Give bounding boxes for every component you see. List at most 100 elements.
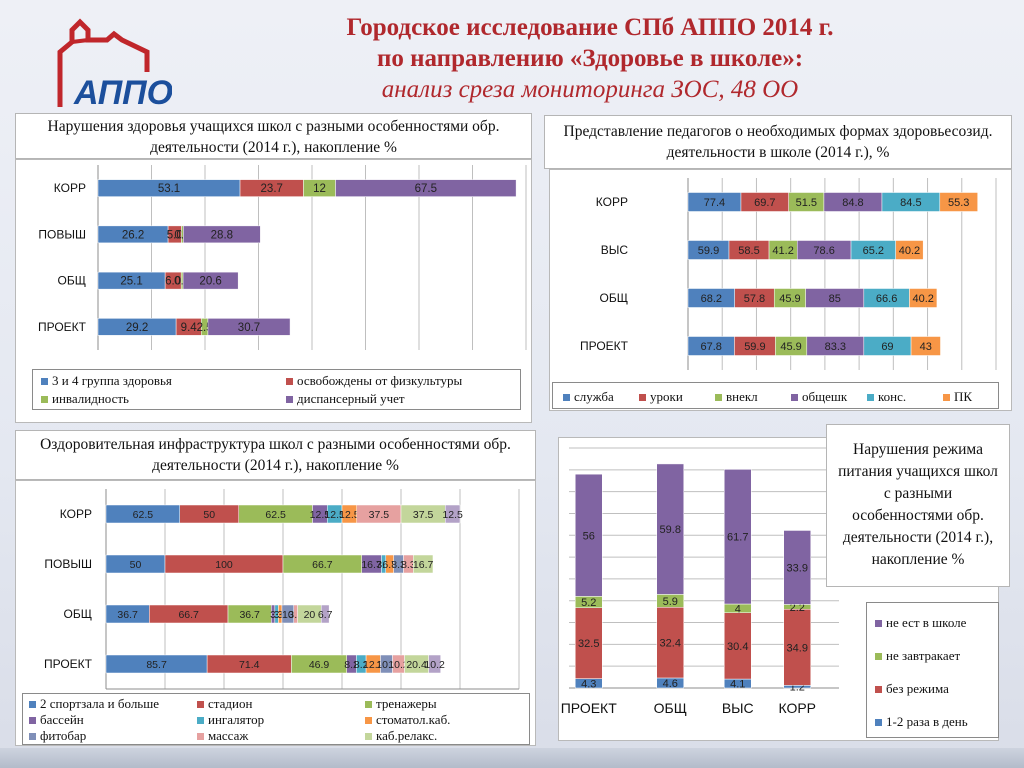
data-label: 12.5 xyxy=(310,509,331,521)
legend-swatch xyxy=(875,685,882,693)
category-label: КОРР xyxy=(54,181,86,195)
legend-item: каб.релакс. xyxy=(365,728,437,744)
legend-item: массаж xyxy=(197,728,248,744)
data-label: 61.7 xyxy=(727,532,748,544)
data-label: 5.9 xyxy=(663,596,678,608)
data-label: 8.2 xyxy=(344,659,359,671)
legend-item: уроки xyxy=(639,389,683,405)
legend-swatch xyxy=(29,716,36,724)
legend-swatch xyxy=(715,393,722,401)
data-label: 100 xyxy=(215,559,233,571)
legend-swatch xyxy=(365,732,372,740)
legend-swatch xyxy=(875,718,882,726)
data-label: 20 xyxy=(304,609,316,621)
legend-item: стадион xyxy=(197,696,252,712)
legend-swatch xyxy=(791,393,798,401)
legend-swatch xyxy=(875,652,882,660)
legend-swatch xyxy=(286,377,293,385)
data-label: 12.5 xyxy=(324,509,345,521)
chart4-legend: не ест в школе не завтракает без режима 1-2… xyxy=(866,602,999,738)
category-label: ПРОЕКТ xyxy=(44,657,93,671)
legend-label: ингалятор xyxy=(208,712,265,727)
data-label: 10.2 xyxy=(424,659,445,671)
category-label: ВЫС xyxy=(722,700,754,716)
legend-label: внекл xyxy=(726,389,758,404)
legend-swatch xyxy=(639,393,646,401)
data-label: 12.2 xyxy=(363,659,384,671)
bar-segment xyxy=(939,192,978,212)
data-label: 69 xyxy=(881,341,893,353)
data-label: 67.5 xyxy=(415,183,437,195)
data-label: 56 xyxy=(583,530,595,542)
bar-segment xyxy=(575,473,603,597)
bar-segment xyxy=(445,504,461,524)
category-label: КОРР xyxy=(596,195,628,209)
legend-item: не ест в школе xyxy=(875,615,966,631)
category-label: ВЫС xyxy=(601,243,629,257)
data-label: 6.7 xyxy=(318,609,333,621)
legend-item: служба xyxy=(563,389,614,405)
category-label: ОБЩ xyxy=(64,607,92,621)
data-label: 33.9 xyxy=(787,562,808,574)
chart2-panel: КОРР 77.4 69.7 51.5 84.8 84.5 55.3 ВЫС 59.9 58.5 4… xyxy=(549,169,1012,411)
legend-item: стоматол.каб. xyxy=(365,712,450,728)
data-label: 4 xyxy=(735,603,741,615)
category-label: ПРОЕКТ xyxy=(561,700,617,716)
legend-label: каб.релакс. xyxy=(376,728,438,743)
data-label: 59.8 xyxy=(660,524,681,536)
data-label: 78.6 xyxy=(813,245,834,257)
data-label: 4.1 xyxy=(730,679,745,691)
legend-swatch xyxy=(867,393,874,401)
logo-text: АППО xyxy=(73,74,172,112)
chart2-legend: служба уроки внекл общешк конс. ПК xyxy=(552,382,999,409)
data-label: 5.2 xyxy=(581,597,596,609)
data-label: 62.5 xyxy=(265,509,286,521)
bar-segment xyxy=(724,612,752,680)
category-label: ОБЩ xyxy=(600,291,628,305)
data-label: 10 xyxy=(282,609,294,621)
data-label: 58.5 xyxy=(738,245,759,257)
data-label: 2.2 xyxy=(790,602,805,614)
bar-segment xyxy=(182,271,239,290)
legend-item: конс. xyxy=(867,389,906,405)
data-label: 59.9 xyxy=(744,341,765,353)
data-label: 5.0 xyxy=(167,229,183,241)
legend-item: ПК xyxy=(943,389,972,405)
data-label: 43 xyxy=(920,341,932,353)
legend-swatch xyxy=(41,395,48,403)
bar-segment xyxy=(724,469,752,605)
legend-swatch xyxy=(197,732,204,740)
legend-label: 3 и 4 группа здоровья xyxy=(52,373,172,388)
data-label: 25.1 xyxy=(120,276,142,288)
legend-swatch xyxy=(41,377,48,385)
data-label: 9.4 xyxy=(181,322,198,334)
data-label: 8.3 xyxy=(401,559,416,571)
subtitle: анализ среза мониторинга ЗОС, 48 ОО xyxy=(381,76,799,103)
data-label: 50 xyxy=(130,559,142,571)
legend-swatch xyxy=(29,700,36,708)
data-label: 66.6 xyxy=(876,293,897,305)
bar-segment xyxy=(910,336,941,356)
data-label: 66.7 xyxy=(178,609,199,621)
data-label: 37.5 xyxy=(413,509,434,521)
data-label: 66.7 xyxy=(312,559,333,571)
data-label: 51.5 xyxy=(796,197,817,209)
category-label: ПОВЫШ xyxy=(44,557,92,571)
data-label: 3 xyxy=(274,609,280,621)
legend-item: бассейн xyxy=(29,712,84,728)
legend-swatch xyxy=(365,716,372,724)
chart4-svg: ПРОЕКТ 4.3 32.5 5.2 56 ОБЩ 4.6 32.4 5.9 59.8 ВЫС 4.… xyxy=(561,447,839,716)
category-label: ОБЩ xyxy=(58,274,86,288)
legend-item: без режима xyxy=(875,681,949,697)
legend-label: диспансерный учет xyxy=(297,391,405,406)
data-label: 85.7 xyxy=(146,659,167,671)
chart4-caption: Нарушения режима питания учащихся школ с… xyxy=(826,424,1010,587)
bar-segment xyxy=(656,463,684,595)
data-label: 53.1 xyxy=(158,183,180,195)
title-line2: по направлению «Здоровье в школе»: xyxy=(376,45,804,72)
legend-item: инвалидность xyxy=(41,391,129,407)
data-label: 36.7 xyxy=(239,609,260,621)
data-label: 20.4 xyxy=(406,659,427,671)
data-label: 77.4 xyxy=(704,197,725,209)
chart3-caption: Оздоровительная инфраструктура школ с ра… xyxy=(15,430,536,480)
